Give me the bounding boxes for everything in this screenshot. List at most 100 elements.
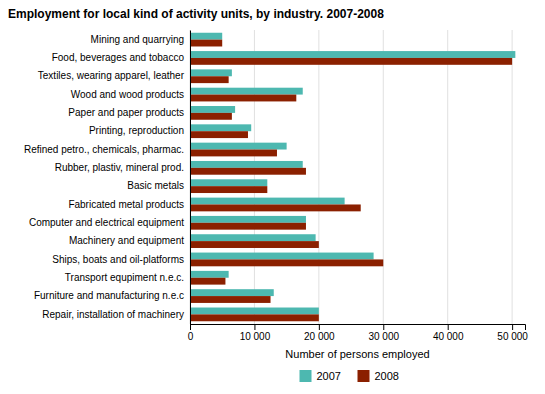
tick-label: Paper and paper products bbox=[68, 107, 184, 118]
tick: Ships, boats and oil-platforms bbox=[52, 254, 184, 265]
tick: 30 000 bbox=[368, 324, 399, 342]
bar bbox=[190, 168, 306, 175]
tick: Wood and wood products bbox=[71, 89, 184, 100]
tick: 10 000 bbox=[240, 324, 271, 342]
tick-label: Mining and quarrying bbox=[91, 34, 184, 45]
plot: 0 10 000 20 000 30 000 40 000 50 000 Mining an… bbox=[24, 30, 528, 360]
bar bbox=[190, 88, 303, 95]
tick-label: Printing, reproduction bbox=[89, 125, 184, 136]
axis-line bbox=[190, 31, 191, 325]
bar bbox=[190, 58, 512, 65]
bar bbox=[190, 150, 277, 157]
bar bbox=[190, 124, 251, 131]
bar bbox=[190, 40, 222, 47]
tick-mark bbox=[448, 324, 449, 330]
bar bbox=[190, 204, 361, 211]
tick-label: Machinery and equipment bbox=[69, 235, 184, 246]
tick: Refined petro., chemicals, pharmac. bbox=[24, 144, 184, 155]
tick-label: Wood and wood products bbox=[71, 89, 184, 100]
tick-label: Furniture and manufacturing n.e.c bbox=[34, 290, 184, 301]
tick-label: Repair, installation of machinery bbox=[42, 309, 184, 320]
series bbox=[190, 40, 512, 322]
grid-line bbox=[447, 30, 448, 324]
tick-label: Food, beverages and tobacco bbox=[52, 52, 185, 63]
bar bbox=[190, 33, 222, 40]
tick: Paper and paper products bbox=[68, 107, 184, 118]
legend: 2007 2008 bbox=[300, 370, 399, 382]
series bbox=[190, 33, 515, 315]
tick-label: Transport equpiment n.e.c. bbox=[65, 272, 184, 283]
bar bbox=[190, 69, 232, 76]
grid-line bbox=[318, 30, 319, 324]
bar bbox=[190, 51, 515, 58]
legend-item: 2008 bbox=[358, 370, 399, 382]
y-axis: Mining and quarrying Food, beverages and … bbox=[24, 31, 191, 325]
grid-line bbox=[383, 30, 384, 324]
axis-title: Number of persons employed bbox=[285, 348, 429, 360]
bars bbox=[190, 33, 515, 322]
legend-label: 2007 bbox=[317, 370, 341, 382]
tick-label: Computer and electrical equipment bbox=[29, 217, 184, 228]
tick: Computer and electrical equipment bbox=[29, 217, 184, 228]
axis-line bbox=[191, 325, 526, 331]
tick-label: Fabricated metal products bbox=[68, 199, 184, 210]
tick: Rubber, plastiv, mineral prod. bbox=[55, 162, 184, 173]
tick-mark bbox=[254, 324, 255, 330]
tick: Textiles, wearing apparel, leather bbox=[38, 70, 185, 81]
tick-mark bbox=[383, 324, 384, 330]
tick-label: Refined petro., chemicals, pharmac. bbox=[24, 144, 184, 155]
tick: Basic metals bbox=[127, 180, 184, 191]
bar bbox=[190, 308, 319, 315]
bar bbox=[190, 234, 316, 241]
title: Employment for local kind of activity un… bbox=[8, 7, 384, 21]
legend-swatch bbox=[300, 370, 312, 382]
tick: Transport equpiment n.e.c. bbox=[65, 272, 184, 283]
legend-label: 2008 bbox=[375, 370, 399, 382]
tick-label: 0 bbox=[188, 331, 194, 342]
chart: Employment for local kind of activity un… bbox=[0, 0, 545, 394]
bar bbox=[190, 223, 306, 230]
tick: 20 000 bbox=[304, 324, 335, 342]
tick-label: 10 000 bbox=[240, 331, 271, 342]
bar bbox=[190, 161, 303, 168]
bar bbox=[190, 253, 374, 260]
bar bbox=[190, 113, 232, 120]
bar bbox=[190, 179, 267, 186]
legend-swatch bbox=[358, 370, 370, 382]
bar bbox=[190, 198, 345, 205]
tick: Printing, reproduction bbox=[89, 125, 184, 136]
bar bbox=[190, 76, 229, 83]
tick: Food, beverages and tobacco bbox=[52, 52, 185, 63]
grid-line bbox=[254, 30, 255, 324]
tick-label: Rubber, plastiv, mineral prod. bbox=[55, 162, 184, 173]
tick: Mining and quarrying bbox=[91, 34, 184, 45]
bar bbox=[190, 289, 274, 296]
grid-line bbox=[512, 30, 513, 324]
tick-label: 20 000 bbox=[304, 331, 335, 342]
grid bbox=[190, 30, 512, 324]
bar bbox=[190, 271, 229, 278]
tick-label: 50 000 bbox=[497, 331, 528, 342]
tick-mark bbox=[319, 324, 320, 330]
bar bbox=[190, 106, 235, 113]
bar bbox=[190, 131, 248, 138]
bar bbox=[190, 143, 287, 150]
tick-label: 40 000 bbox=[433, 331, 464, 342]
grid-line bbox=[190, 30, 191, 324]
bar bbox=[190, 241, 319, 248]
bar bbox=[190, 259, 383, 266]
tick-mark bbox=[512, 324, 513, 330]
tick: Repair, installation of machinery bbox=[42, 309, 184, 320]
x-axis: 0 10 000 20 000 30 000 40 000 50 000 bbox=[188, 324, 529, 342]
bar bbox=[190, 186, 267, 193]
bar bbox=[190, 95, 296, 102]
tick: 0 bbox=[188, 324, 194, 342]
tick-label: Ships, boats and oil-platforms bbox=[52, 254, 184, 265]
tick-mark bbox=[190, 324, 191, 330]
tick: 50 000 bbox=[497, 324, 528, 342]
bar bbox=[190, 314, 319, 321]
bar bbox=[190, 278, 225, 285]
tick: Machinery and equipment bbox=[69, 235, 184, 246]
bar bbox=[190, 216, 306, 223]
tick: 40 000 bbox=[433, 324, 464, 342]
